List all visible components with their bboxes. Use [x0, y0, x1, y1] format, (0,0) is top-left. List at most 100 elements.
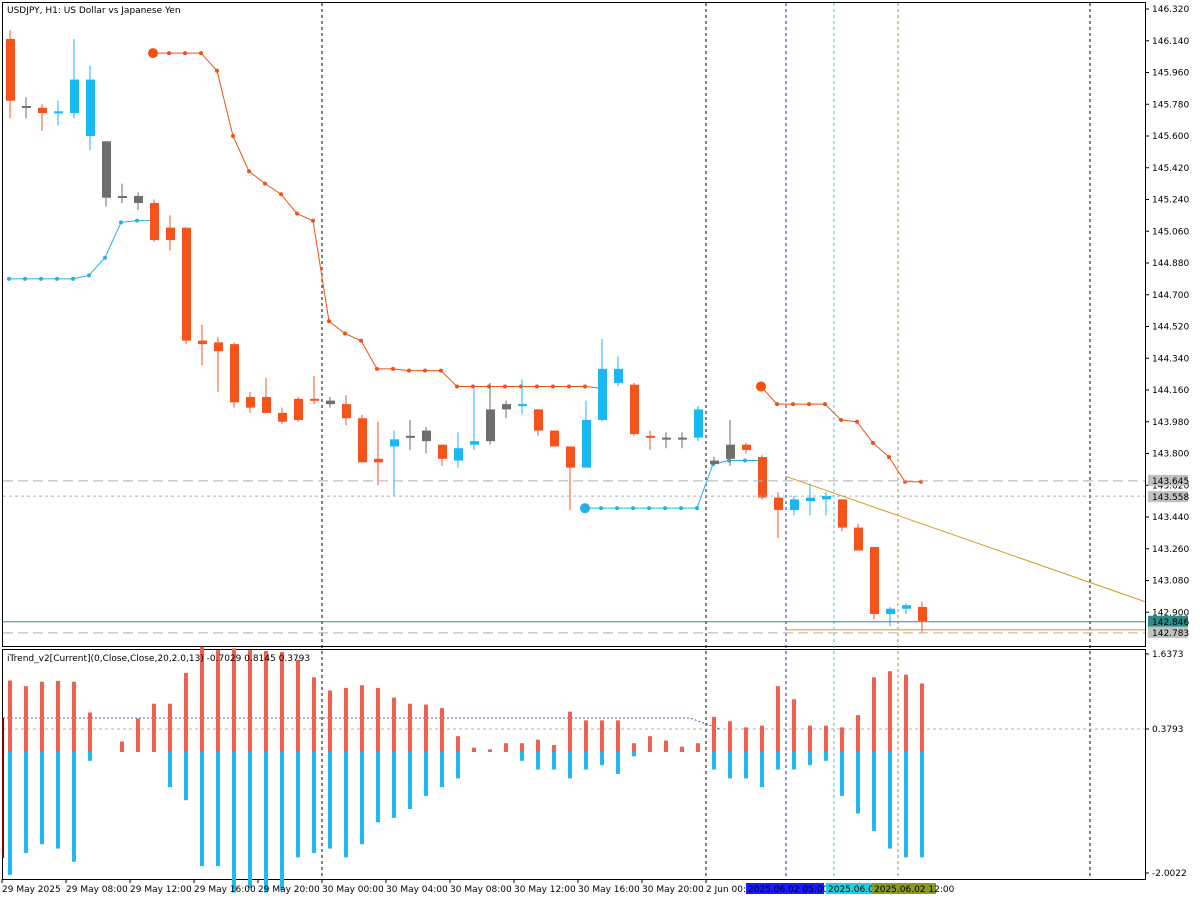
hist-bar-positive	[520, 743, 524, 752]
candle-body	[614, 368, 623, 383]
hist-bar-negative	[808, 752, 812, 766]
time-label: 29 May 08:00	[66, 885, 128, 895]
candle-body	[582, 419, 591, 468]
candle-body	[230, 344, 239, 403]
hist-bar-negative	[616, 752, 620, 774]
candle-body	[54, 111, 63, 114]
hist-bar-negative	[232, 752, 236, 893]
hist-bar-positive	[648, 736, 652, 752]
trendline	[785, 475, 1146, 603]
candle-body	[438, 444, 447, 459]
hist-bar-negative	[888, 752, 892, 849]
hist-bar-negative	[744, 752, 748, 779]
hist-bar-positive	[760, 725, 764, 752]
price-label: 144.700	[1152, 291, 1189, 301]
candle-body	[902, 605, 911, 609]
candle-body	[454, 448, 463, 461]
hist-bar-positive	[88, 712, 92, 752]
price-tag-text: 143.645	[1152, 477, 1189, 487]
hist-bar-positive	[808, 725, 812, 752]
hist-bar-positive	[312, 677, 316, 752]
symbol-title: USDJPY, H1: US Dollar vs Japanese Yen	[7, 6, 181, 16]
candle-body	[214, 342, 223, 352]
price-label: 144.880	[1152, 259, 1189, 269]
hist-bar-negative	[600, 752, 604, 766]
candle-body	[822, 495, 831, 500]
hist-bar-positive	[568, 711, 572, 752]
indicator-label: -2.0022	[1152, 869, 1187, 879]
candle-body	[166, 227, 175, 241]
hist-bar-positive	[56, 680, 60, 752]
hist-bar-negative	[456, 752, 460, 779]
price-label: 143.980	[1152, 418, 1189, 428]
time-label: 2 Jun 00:00	[706, 885, 758, 895]
hist-bar-positive	[744, 727, 748, 752]
hist-bar-negative	[632, 752, 636, 757]
hist-bar-positive	[552, 744, 556, 752]
price-tag-box	[1148, 615, 1188, 627]
hist-bar-negative	[408, 752, 412, 810]
hist-bar-positive	[392, 697, 396, 752]
price-tag-box	[1148, 474, 1188, 486]
price-tag-box	[1148, 626, 1188, 638]
time-label: 29 May 16:00	[194, 885, 256, 895]
price-label: 145.780	[1152, 100, 1189, 110]
candle-body	[486, 409, 495, 442]
price-tag-box	[1148, 491, 1188, 503]
hist-bar-positive	[888, 671, 892, 752]
candle-body	[534, 409, 543, 431]
candle-body	[646, 435, 655, 438]
candle-body	[22, 106, 31, 109]
candle-body	[694, 409, 703, 438]
candle-body	[806, 497, 815, 502]
candle-body	[294, 398, 303, 420]
price-label: 144.160	[1152, 386, 1189, 396]
hist-bar-negative	[248, 752, 252, 889]
time-label: 30 May 20:00	[642, 885, 704, 895]
time-label: 29 May 20:00	[258, 885, 320, 895]
hist-bar-positive	[824, 725, 828, 752]
hist-bar-positive	[424, 704, 428, 752]
candle-body	[742, 444, 751, 450]
price-label: 145.060	[1152, 227, 1189, 237]
hist-bar-negative	[552, 752, 556, 770]
price-label: 145.240	[1152, 196, 1189, 206]
indicator-frame	[2, 649, 1146, 880]
hist-bar-negative	[280, 752, 284, 890]
upper-band-line	[760, 386, 921, 483]
candle-body	[854, 527, 863, 551]
upper-band-line	[153, 52, 602, 389]
candle-body	[118, 195, 127, 198]
time-label: 29 May 12:00	[130, 885, 192, 895]
time-tag-text: 2025.06.02 12:00	[874, 885, 955, 895]
hist-bar-positive	[712, 716, 716, 752]
candle-body	[342, 404, 351, 419]
indicator-histogram	[2, 646, 1145, 893]
hist-bar-positive	[264, 651, 268, 752]
time-label: 30 May 12:00	[514, 885, 576, 895]
hist-bar-positive	[776, 686, 780, 752]
hist-bar-negative	[792, 752, 796, 770]
hist-bar-positive	[184, 672, 188, 752]
candle-body	[726, 444, 735, 459]
candlesticks	[6, 30, 927, 634]
candle-body	[550, 430, 559, 447]
price-label: 144.340	[1152, 354, 1189, 364]
hist-bar-positive	[216, 650, 220, 752]
hist-bar-negative	[584, 752, 588, 770]
price-label: 146.140	[1152, 37, 1189, 47]
time-tag-text: 2025.06.02 05:00	[748, 885, 829, 895]
band-lines	[7, 48, 923, 514]
price-label: 145.600	[1152, 132, 1189, 142]
candle-body	[790, 499, 799, 510]
hist-bar-positive	[904, 674, 908, 752]
hist-bar-positive	[456, 736, 460, 752]
hist-bar-negative	[440, 752, 444, 788]
hist-bar-positive	[488, 749, 492, 752]
hist-bar-negative	[312, 752, 316, 853]
hist-bar-negative	[168, 752, 172, 788]
main-chart-frame	[2, 2, 1146, 647]
time-tag-box	[872, 883, 936, 894]
hist-bar-positive	[440, 708, 444, 752]
